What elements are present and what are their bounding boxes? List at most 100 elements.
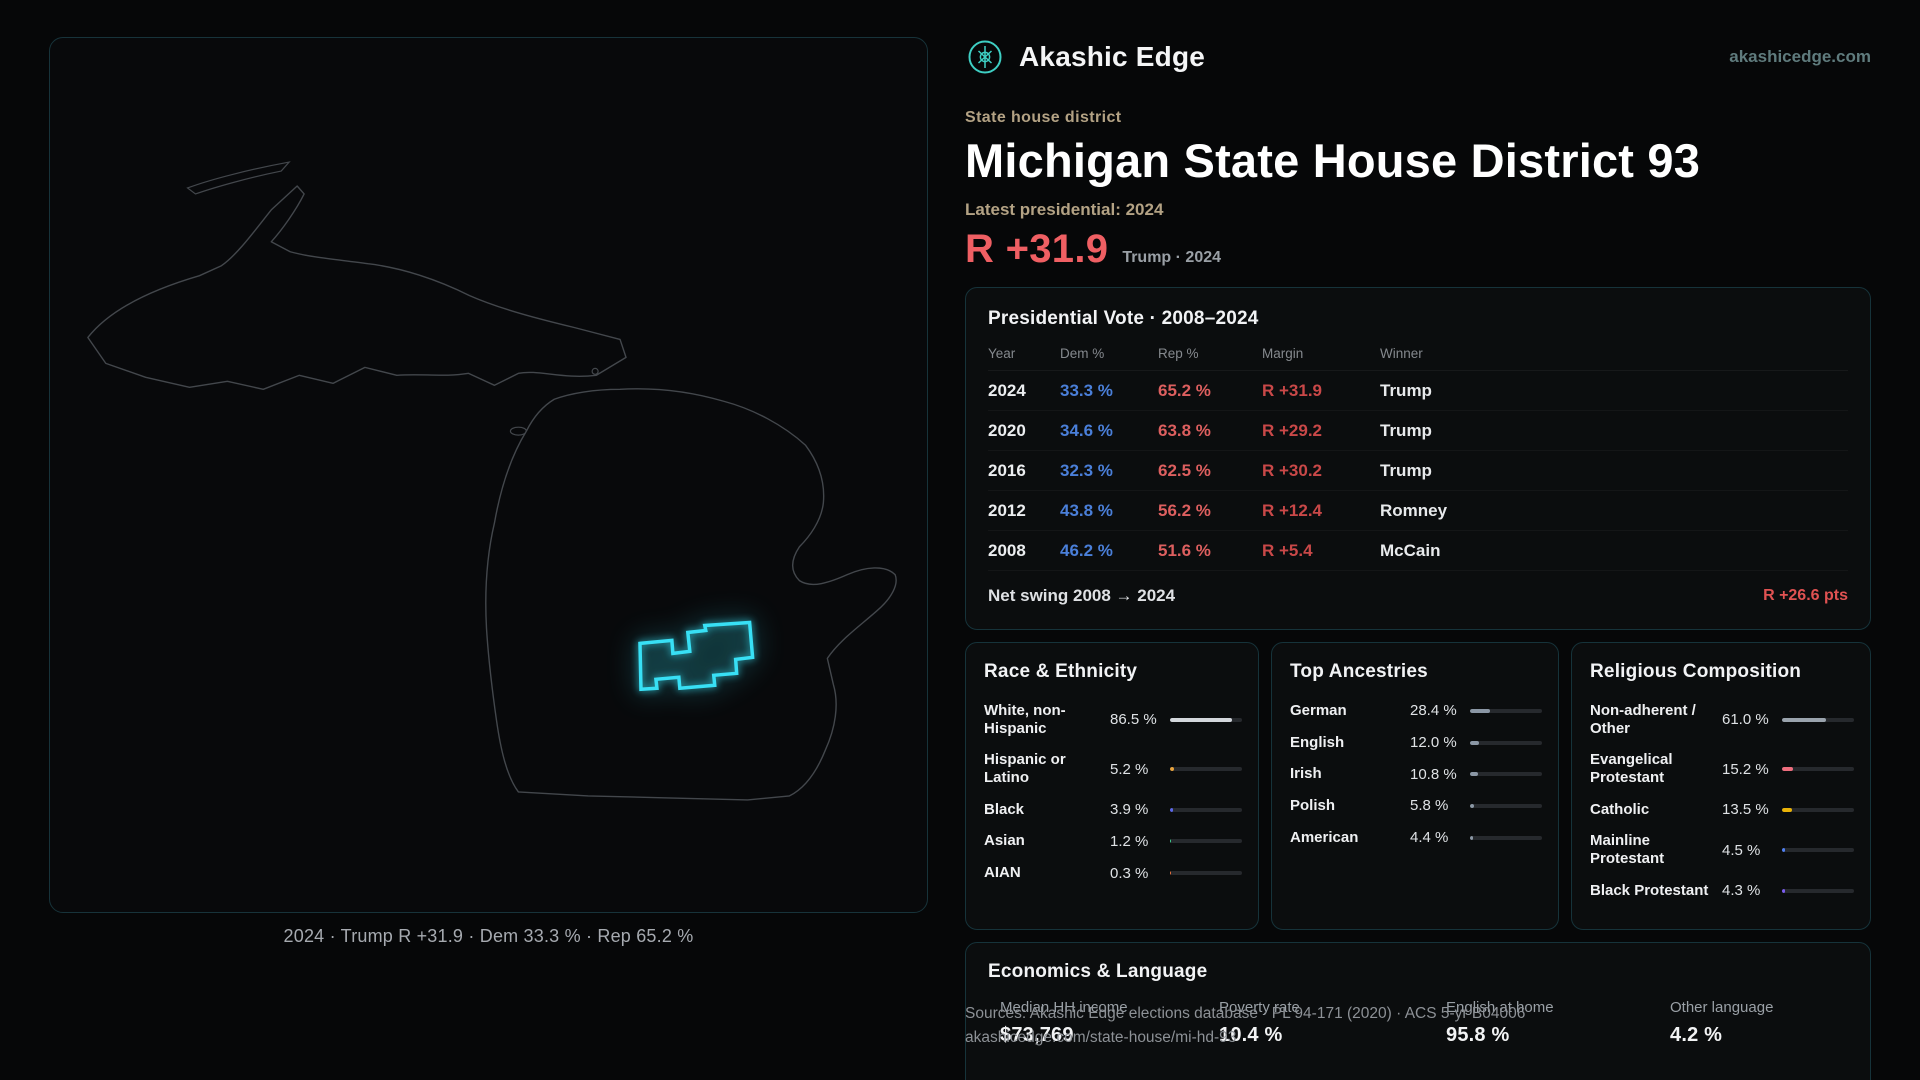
stat-bar-track [1782,717,1854,722]
stat-bar-fill [1782,848,1786,853]
cell-margin: R +31.9 [1262,381,1323,401]
presidential-card-title: Presidential Vote · 2008–2024 [988,308,1259,330]
religious-composition-card: Religious Composition Non-adherent / Oth… [1571,642,1871,931]
stat-value: 95.8 % [1446,1024,1510,1047]
stat-label: Non-adherent / Other [1590,702,1696,737]
presidential-table: Year Dem % Rep % Margin Winner 2024 33.3… [988,343,1848,572]
stat-label: Polish [1290,797,1336,815]
cell-year: 2012 [988,501,1026,521]
latest-election-subtitle: Latest presidential: 2024 [965,200,1164,220]
col-header-winner: Winner [1380,346,1423,362]
cell-margin: R +5.4 [1262,541,1313,561]
stat-bar-fill [1170,717,1233,722]
cell-rep-pct: 62.5 % [1158,461,1211,481]
permalink[interactable]: akashicedge.com/state-house/mi-hd-93 [965,1029,1237,1046]
stat-row: American 4.4 % [1290,822,1542,854]
stat-value: 5.8 % [1410,797,1449,815]
top-ancestries-card: Top Ancestries German 28.4 % English 12.… [1271,642,1559,931]
stat-bar-track [1470,835,1542,840]
cell-dem-pct: 32.3 % [1060,461,1113,481]
stat-value: $73,769 [1000,1024,1074,1047]
cell-rep-pct: 56.2 % [1158,501,1211,521]
stat-row: Mainline Protestant 4.5 % [1590,825,1854,874]
stat-bar-fill [1170,807,1173,812]
stat-row: Asian 1.2 % [984,825,1242,857]
stat-label: Mainline Protestant [1590,832,1665,868]
stat-bar-track [1782,767,1854,772]
stat-bar-track [1170,717,1242,722]
race-ethnicity-card: Race & Ethnicity White, non-Hispanic 86.… [965,642,1259,931]
stat-value: 13.5 % [1722,801,1769,819]
cell-winner: Trump [1380,421,1432,441]
stat-label: English at home [1446,999,1554,1017]
table-row: 2012 43.8 % 56.2 % R +12.4 Romney [988,491,1848,532]
cell-year: 2008 [988,541,1026,561]
cell-dem-pct: 46.2 % [1060,541,1113,561]
cell-dem-pct: 43.8 % [1060,501,1113,521]
cell-year: 2020 [988,421,1026,441]
district-93-shape [638,620,755,692]
demographics-section: Race & Ethnicity White, non-Hispanic 86.… [965,642,1871,931]
stat-bar-fill [1782,717,1826,722]
stat-value: 4.4 % [1410,829,1449,847]
cell-rep-pct: 65.2 % [1158,381,1211,401]
stat-bar-track [1470,803,1542,808]
stat-label: English [1290,733,1345,751]
district-type-kicker: State house district [965,109,1122,126]
stat-row: Catholic 13.5 % [1590,794,1854,826]
stat-bar-track [1170,767,1242,772]
stat-bar-track [1170,807,1242,812]
header: Akashic Edge akashicedge.com [965,36,1871,78]
stat-row: Polish 5.8 % [1290,790,1542,822]
stat-english-at-home: English at home 95.8 % [1446,999,1670,1047]
cell-rep-pct: 51.6 % [1158,541,1211,561]
stat-row: Non-adherent / Other 61.0 % [1590,695,1854,744]
economics-stats: Median HH income $73,769 Poverty rate 10… [988,999,1848,1047]
stat-row: Black Protestant 4.3 % [1590,875,1854,907]
cell-winner: Trump [1380,381,1432,401]
stat-median-income: Median HH income $73,769 [1000,999,1219,1047]
headline-margin-row: R +31.9 Trump · 2024 [965,227,1871,272]
stat-row: White, non-Hispanic 86.5 % [984,695,1242,744]
stat-bar-track [1470,740,1542,745]
district-map-panel [49,37,928,913]
stat-value: 0.3 % [1110,864,1149,882]
cell-winner: Trump [1380,461,1432,481]
brand-name: Akashic Edge [1019,41,1206,72]
col-header-rep: Rep % [1158,346,1199,362]
site-link[interactable]: akashicedge.com [1729,47,1871,66]
table-header-row: Year Dem % Rep % Margin Winner [988,343,1848,372]
col-header-year: Year [988,346,1016,362]
stat-label: Other language [1670,999,1774,1017]
stat-bar-fill [1470,835,1474,840]
cell-year: 2024 [988,381,1026,401]
stat-bar-track [1170,839,1242,844]
page-title: Michigan State House District 93 [965,134,1701,187]
stat-bar-fill [1170,839,1171,844]
presidential-vote-card: Presidential Vote · 2008–2024 Year Dem %… [965,287,1871,631]
table-row: 2020 34.6 % 63.8 % R +29.2 Trump [988,411,1848,452]
cell-winner: Romney [1380,501,1448,521]
ancestries-rows: German 28.4 % English 12.0 % Irish 10.8 … [1290,695,1542,853]
stat-bar-fill [1470,740,1479,745]
stat-row: Black 3.9 % [984,794,1242,826]
stat-row: Hispanic or Latino 5.2 % [984,744,1242,793]
stat-bar-track [1470,708,1542,713]
stat-value: 3.9 % [1110,801,1149,819]
stat-label: German [1290,702,1347,720]
island-dot [591,367,599,375]
michigan-map [87,161,897,801]
stat-bar-track [1470,772,1542,777]
stat-value: 5.2 % [1110,760,1149,778]
stat-bar-fill [1782,888,1786,893]
stat-value: 28.4 % [1410,702,1457,720]
economics-card-title: Economics & Language [988,961,1208,983]
table-row: 2008 46.2 % 51.6 % R +5.4 McCain [988,531,1848,572]
stat-bar-fill [1470,708,1491,713]
economics-language-card: Economics & Language Median HH income $7… [965,942,1871,1080]
stat-value: 10.4 % [1219,1024,1283,1047]
stat-row: English 12.0 % [1290,727,1542,759]
net-swing-label: Net swing 2008 → 2024 [988,586,1176,606]
michigan-upper-peninsula-outline [87,185,627,390]
stat-value: 10.8 % [1410,765,1457,783]
